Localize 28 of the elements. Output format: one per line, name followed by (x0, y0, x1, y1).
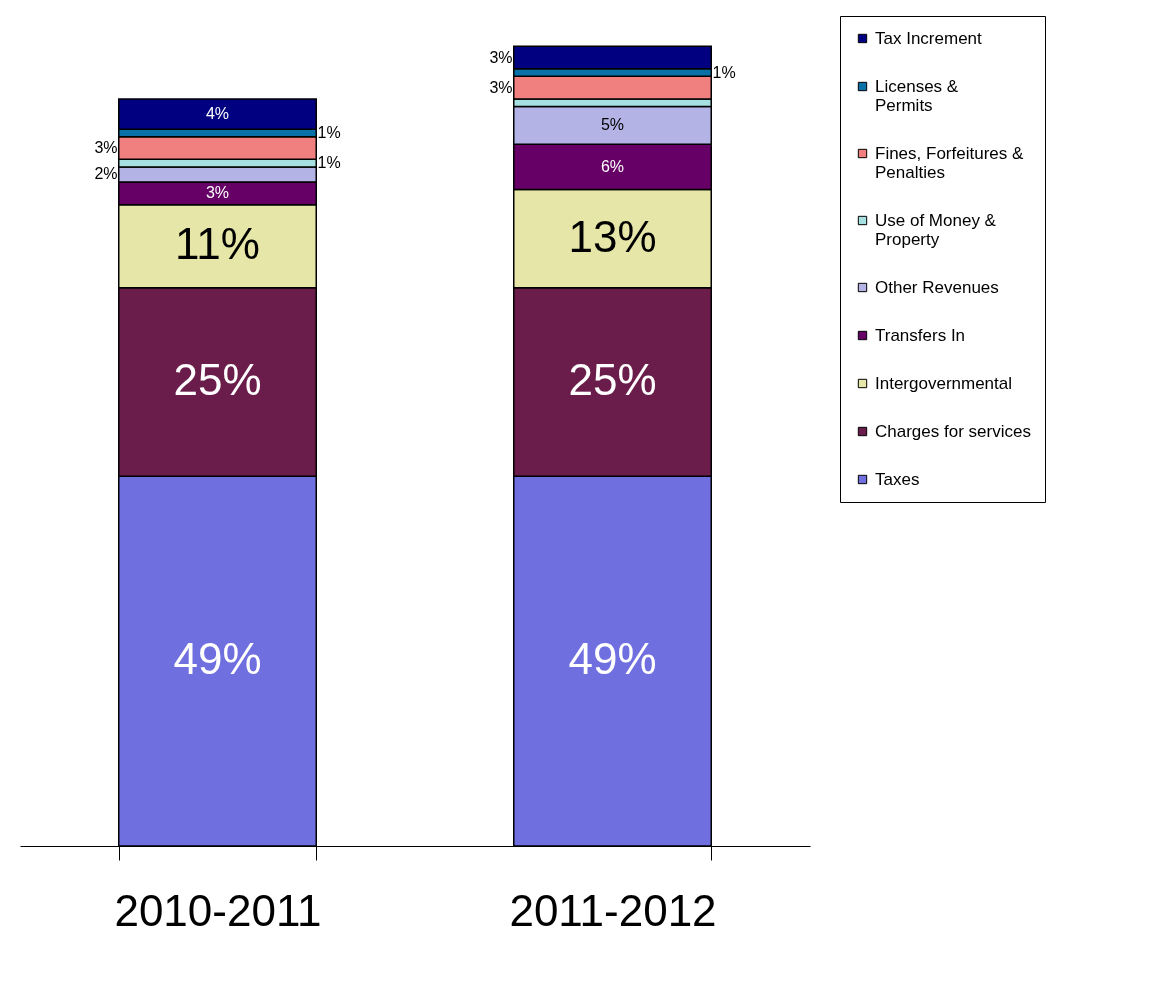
legend-label: Fines, Forfeitures & Penalties (875, 143, 1024, 182)
data-label: 1% (317, 154, 341, 172)
data-label: 6% (600, 157, 625, 175)
legend-label: Other Revenues (875, 277, 999, 297)
data-label: 3% (94, 139, 118, 157)
legend-label: Intergovernmental (875, 373, 1013, 393)
data-label: 25% (568, 354, 657, 404)
legend-label: Licenses & Permits (875, 76, 959, 115)
legend-label: Taxes (875, 469, 920, 489)
data-label: 1% (317, 123, 341, 141)
data-label: 3% (205, 184, 230, 202)
data-label: 25% (173, 354, 262, 404)
legend-label: Tax Increment (875, 28, 983, 48)
legend-label: Charges for services (875, 421, 1031, 441)
data-label: 1% (712, 63, 736, 81)
data-label: 3% (489, 78, 513, 96)
legend-label: Use of Money & Property (875, 210, 997, 249)
x-tick-label: 2011-2012 (509, 885, 717, 935)
data-label: 2% (94, 165, 118, 183)
data-label: 11% (175, 219, 260, 269)
data-label: 49% (568, 634, 657, 684)
data-label: 4% (205, 105, 230, 123)
x-tick-label: 2010-2011 (114, 885, 322, 935)
legend-label: Transfers In (875, 325, 966, 345)
data-label: 3% (489, 48, 513, 66)
data-label: 49% (173, 634, 262, 684)
data-label: 5% (600, 116, 625, 134)
data-label: 13% (568, 211, 657, 261)
